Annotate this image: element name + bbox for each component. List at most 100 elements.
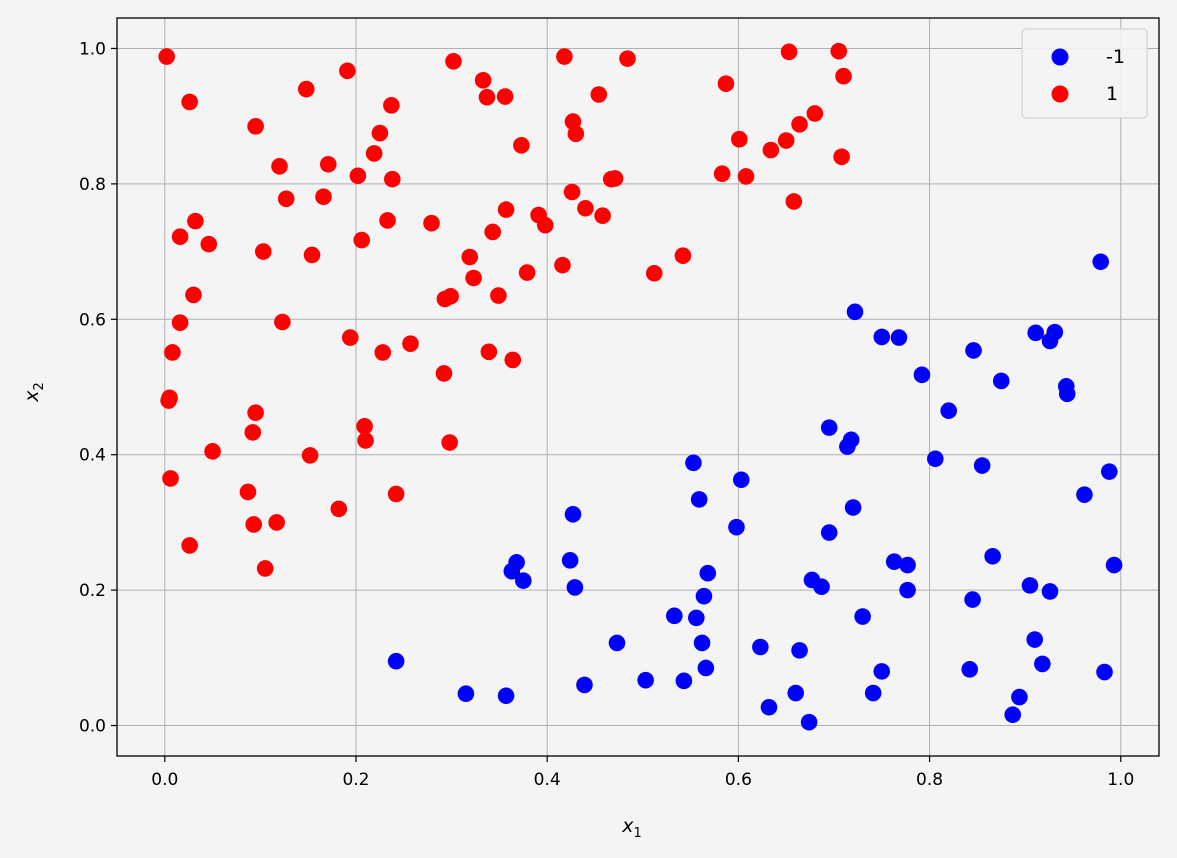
legend-box	[1021, 28, 1148, 119]
data-point-class-pos1	[737, 168, 755, 185]
data-point-class-neg1	[561, 552, 579, 569]
legend-label-1: 1	[1106, 83, 1118, 105]
data-point-class-pos1	[161, 389, 178, 407]
legend-marker-neg1	[1051, 48, 1069, 66]
data-point-class-neg1	[457, 685, 475, 703]
data-point-class-pos1	[402, 335, 419, 352]
data-point-class-pos1	[762, 141, 780, 159]
data-point-class-pos1	[785, 193, 803, 210]
data-point-class-neg1	[695, 587, 713, 605]
data-point-class-neg1	[791, 642, 808, 659]
data-point-class-neg1	[1041, 583, 1059, 600]
data-point-class-neg1	[1092, 253, 1109, 271]
data-point-class-pos1	[441, 434, 458, 451]
data-point-class-neg1	[864, 684, 882, 702]
data-point-class-pos1	[158, 48, 176, 65]
x-tick-label: 1.0	[1107, 770, 1134, 790]
plot-frame	[116, 17, 1160, 757]
data-point-class-neg1	[697, 659, 715, 677]
data-point-class-pos1	[353, 231, 371, 249]
data-point-class-neg1	[699, 564, 717, 582]
data-point-class-pos1	[518, 264, 536, 281]
data-point-class-pos1	[590, 86, 608, 103]
data-point-class-pos1	[349, 167, 367, 185]
data-point-class-pos1	[256, 560, 274, 577]
data-point-class-pos1	[806, 105, 824, 122]
data-point-class-neg1	[564, 505, 582, 523]
data-point-class-pos1	[674, 247, 692, 264]
data-point-class-pos1	[480, 343, 498, 361]
data-point-class-neg1	[1011, 688, 1028, 706]
data-point-class-pos1	[645, 264, 663, 282]
x-tick-label: 0.6	[725, 770, 752, 790]
data-point-class-pos1	[594, 207, 611, 225]
grid-lines	[117, 18, 1159, 756]
data-point-class-pos1	[484, 223, 501, 241]
data-point-class-neg1	[728, 518, 745, 536]
data-point-class-pos1	[474, 71, 492, 89]
data-point-class-pos1	[247, 404, 264, 422]
data-point-class-neg1	[899, 556, 916, 574]
data-point-class-pos1	[577, 199, 594, 217]
data-point-class-neg1	[508, 554, 525, 571]
data-point-class-pos1	[187, 212, 204, 230]
data-point-class-neg1	[1004, 706, 1022, 723]
data-point-class-pos1	[356, 417, 373, 435]
data-point-class-pos1	[717, 75, 735, 92]
data-point-class-neg1	[854, 608, 871, 625]
data-point-class-pos1	[536, 216, 554, 234]
data-point-class-pos1	[365, 145, 383, 162]
data-point-class-neg1	[637, 671, 654, 689]
data-point-class-pos1	[341, 329, 359, 346]
data-point-class-pos1	[164, 344, 181, 361]
data-point-class-neg1	[1105, 556, 1123, 574]
x-ticks: 0.0 0.2 0.4 0.6 0.8 1.0	[151, 756, 1134, 790]
data-point-class-neg1	[984, 547, 1001, 565]
data-point-class-neg1	[566, 579, 584, 596]
data-point-class-pos1	[185, 286, 202, 304]
data-point-class-neg1	[964, 591, 981, 608]
data-points	[158, 42, 1123, 731]
x-axis-label: x1	[621, 815, 642, 841]
x-tick-label: 0.0	[151, 770, 178, 790]
data-point-class-pos1	[268, 514, 285, 531]
data-point-class-neg1	[961, 661, 979, 678]
data-point-class-neg1	[820, 524, 838, 541]
data-point-class-pos1	[384, 170, 401, 188]
data-point-class-pos1	[556, 48, 573, 65]
y-tick-label: 0.0	[79, 717, 106, 737]
data-point-class-pos1	[445, 53, 462, 70]
data-point-class-pos1	[478, 88, 496, 106]
data-point-class-pos1	[554, 256, 571, 274]
data-point-class-neg1	[1076, 486, 1093, 503]
data-point-class-pos1	[254, 243, 272, 260]
data-point-class-neg1	[965, 342, 982, 359]
data-point-class-pos1	[301, 447, 319, 464]
data-point-class-neg1	[1027, 324, 1044, 342]
y-tick-label: 0.6	[79, 310, 106, 330]
data-point-class-neg1	[387, 652, 405, 670]
data-point-class-pos1	[567, 125, 585, 143]
data-point-class-neg1	[813, 578, 830, 596]
x-axis-label-subscript: 1	[633, 826, 641, 841]
data-point-class-pos1	[496, 88, 514, 105]
data-point-class-pos1	[777, 132, 795, 149]
y-axis-label: x2	[21, 382, 47, 403]
data-point-class-pos1	[833, 148, 850, 166]
data-point-class-neg1	[1100, 463, 1118, 480]
data-point-class-neg1	[690, 491, 708, 508]
data-point-class-neg1	[885, 553, 903, 570]
data-point-class-neg1	[1046, 323, 1064, 341]
data-point-class-neg1	[842, 431, 860, 449]
data-point-class-pos1	[204, 443, 221, 460]
data-point-class-pos1	[619, 50, 636, 67]
data-point-class-neg1	[820, 419, 838, 436]
data-point-class-pos1	[606, 170, 624, 187]
data-point-class-pos1	[504, 351, 522, 369]
data-point-class-pos1	[563, 183, 581, 201]
data-point-class-pos1	[274, 313, 291, 331]
data-point-class-pos1	[374, 344, 392, 361]
data-point-class-pos1	[271, 157, 288, 175]
data-point-class-neg1	[800, 713, 818, 731]
